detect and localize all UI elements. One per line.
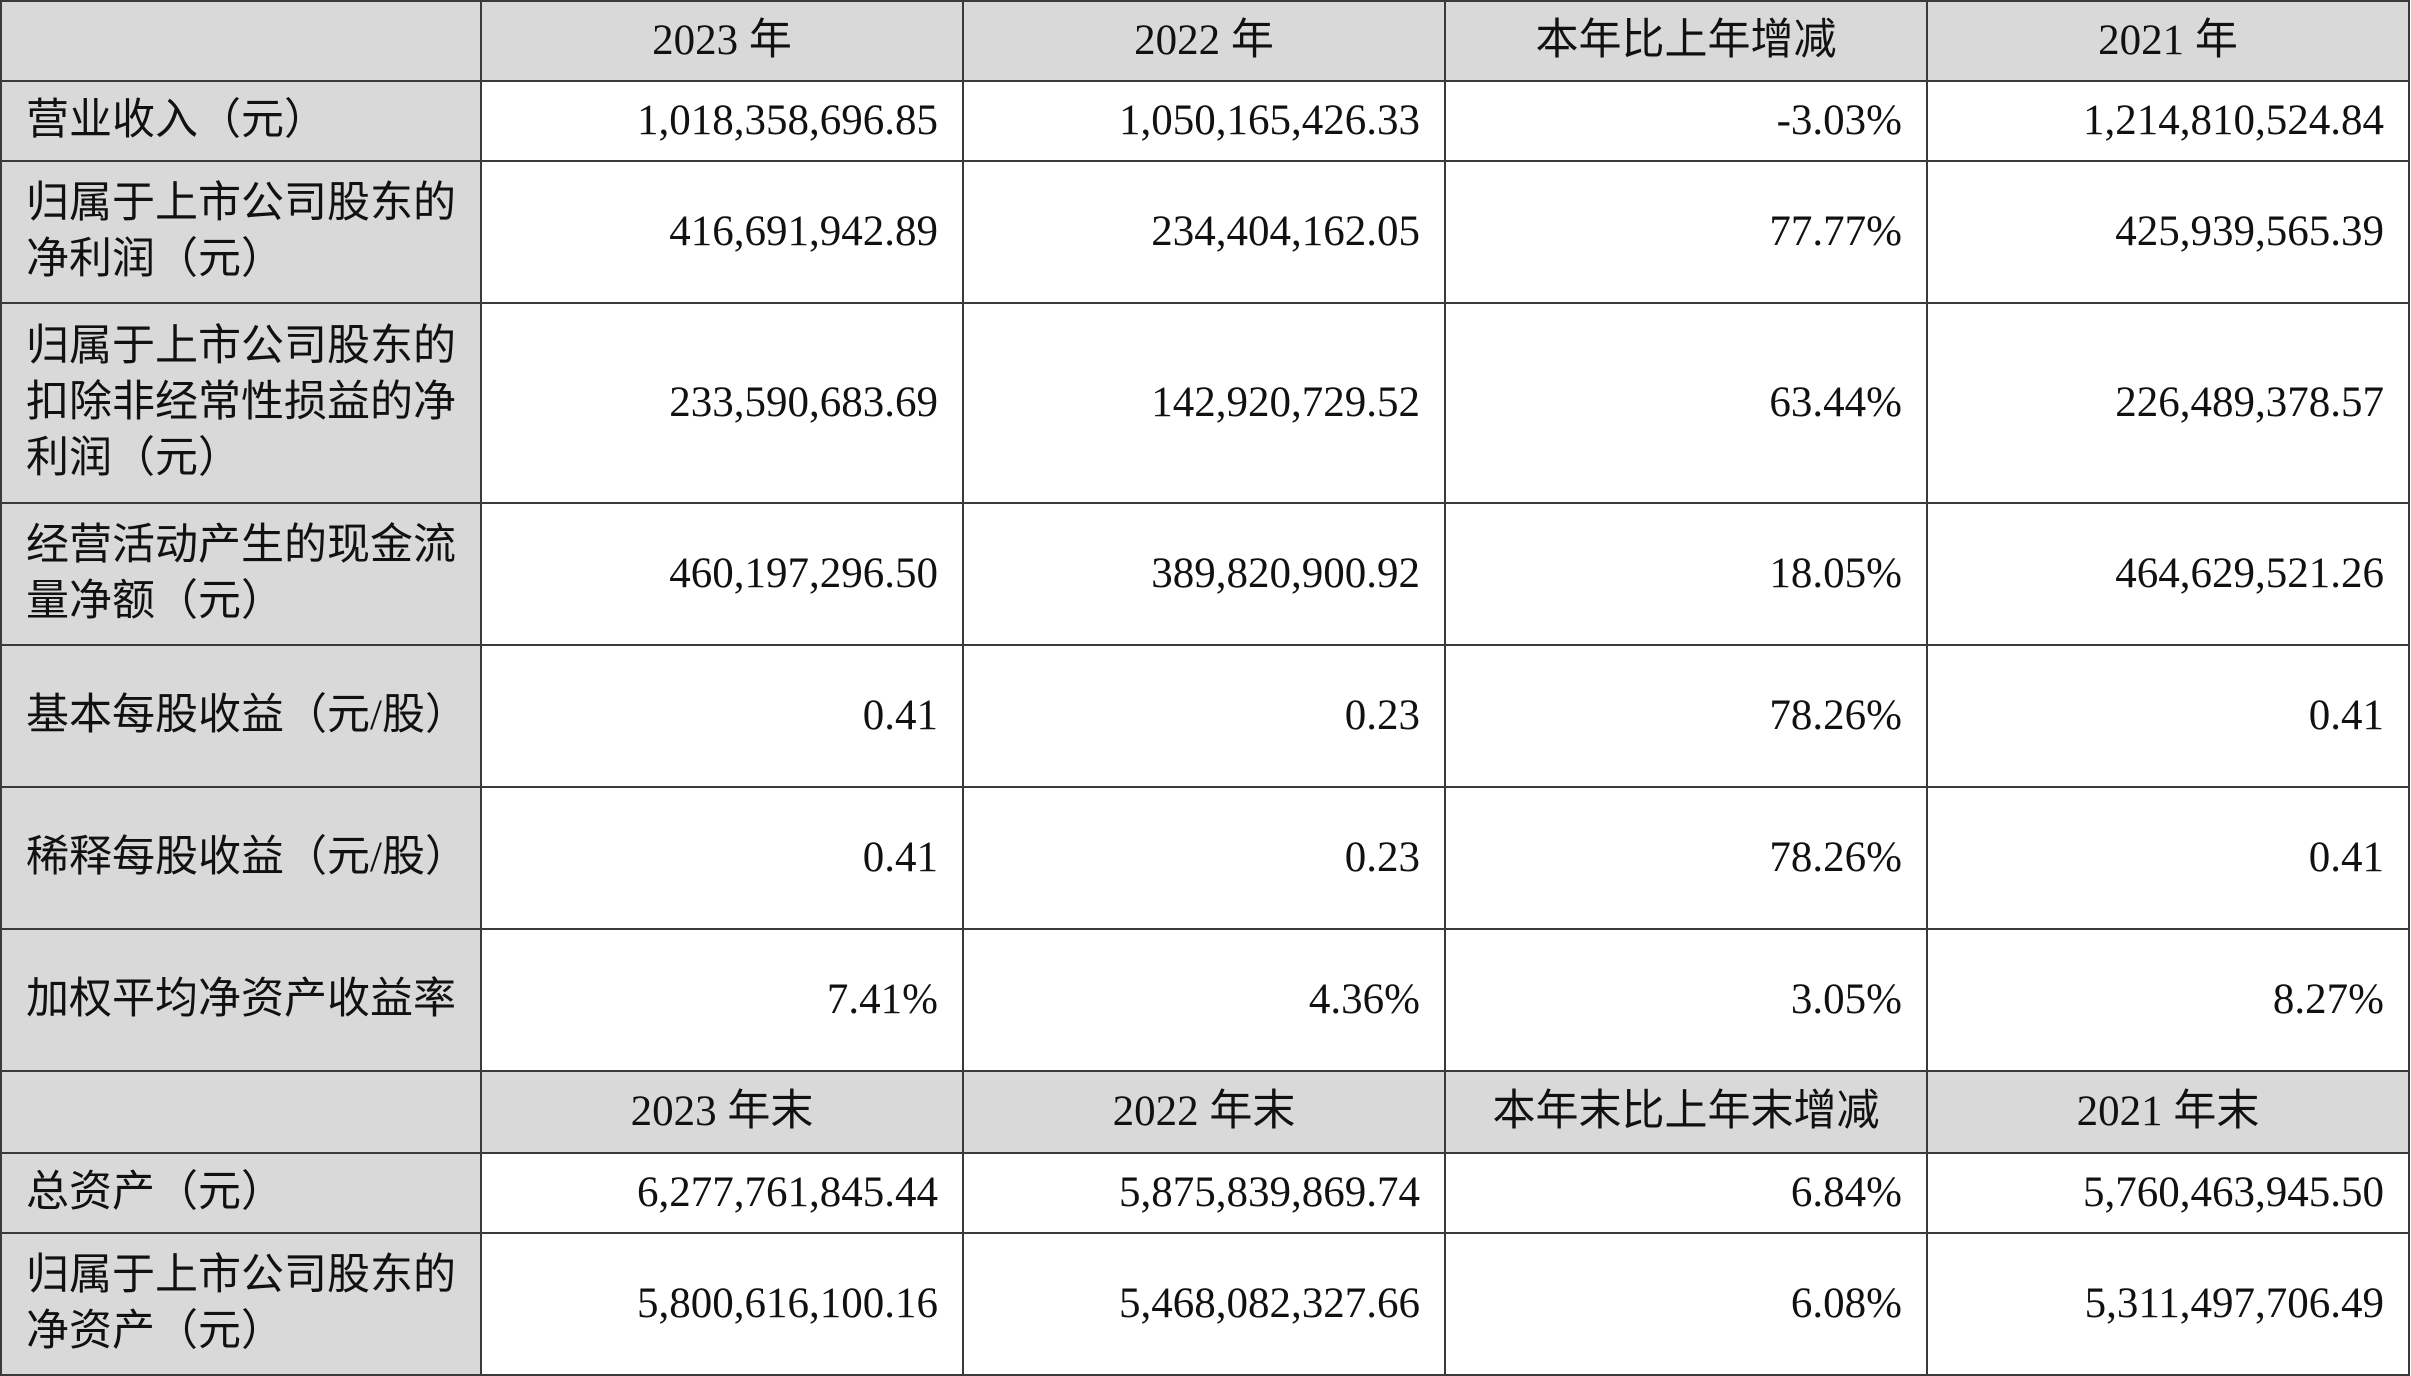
value-2022: 5,875,839,869.74 <box>962 1152 1446 1234</box>
value-change: 77.77% <box>1444 160 1928 304</box>
value-2021: 8.27% <box>1926 928 2410 1072</box>
header-cell-2022-end: 2022 年末 <box>962 1070 1446 1154</box>
value-2023: 0.41 <box>480 644 964 788</box>
value-2022: 5,468,082,327.66 <box>962 1232 1446 1376</box>
value-change: 18.05% <box>1444 502 1928 646</box>
value-2021: 0.41 <box>1926 644 2410 788</box>
value-2023: 460,197,296.50 <box>480 502 964 646</box>
header-cell-blank <box>0 0 482 82</box>
header-cell-2022: 2022 年 <box>962 0 1446 82</box>
table-row: 加权平均净资产收益率 7.41% 4.36% 3.05% 8.27% <box>0 928 2410 1072</box>
table-row: 归属于上市公司股东的净利润（元） 416,691,942.89 234,404,… <box>0 160 2410 304</box>
row-label: 经营活动产生的现金流量净额（元） <box>0 502 482 646</box>
table-header-row: 2023 年末 2022 年末 本年末比上年末增减 2021 年末 <box>0 1070 2410 1154</box>
value-2022: 4.36% <box>962 928 1446 1072</box>
header-cell-blank <box>0 1070 482 1154</box>
row-label: 总资产（元） <box>0 1152 482 1234</box>
table-row: 总资产（元） 6,277,761,845.44 5,875,839,869.74… <box>0 1152 2410 1234</box>
value-2021: 425,939,565.39 <box>1926 160 2410 304</box>
value-2022: 142,920,729.52 <box>962 302 1446 504</box>
row-label: 营业收入（元） <box>0 80 482 162</box>
value-2022: 0.23 <box>962 644 1446 788</box>
value-2023: 416,691,942.89 <box>480 160 964 304</box>
value-change: -3.03% <box>1444 80 1928 162</box>
header-cell-2023: 2023 年 <box>480 0 964 82</box>
value-2023: 5,800,616,100.16 <box>480 1232 964 1376</box>
value-2021: 0.41 <box>1926 786 2410 930</box>
row-label: 基本每股收益（元/股） <box>0 644 482 788</box>
value-2021: 1,214,810,524.84 <box>1926 80 2410 162</box>
header-cell-change-end: 本年末比上年末增减 <box>1444 1070 1928 1154</box>
table-row: 归属于上市公司股东的扣除非经常性损益的净利润（元） 233,590,683.69… <box>0 302 2410 504</box>
value-2021: 464,629,521.26 <box>1926 502 2410 646</box>
header-cell-2023-end: 2023 年末 <box>480 1070 964 1154</box>
row-label: 归属于上市公司股东的净资产（元） <box>0 1232 482 1376</box>
row-label: 加权平均净资产收益率 <box>0 928 482 1072</box>
header-cell-2021-end: 2021 年末 <box>1926 1070 2410 1154</box>
value-change: 63.44% <box>1444 302 1928 504</box>
value-2021: 5,760,463,945.50 <box>1926 1152 2410 1234</box>
table-row: 营业收入（元） 1,018,358,696.85 1,050,165,426.3… <box>0 80 2410 162</box>
value-change: 78.26% <box>1444 644 1928 788</box>
value-2022: 0.23 <box>962 786 1446 930</box>
table-row: 经营活动产生的现金流量净额（元） 460,197,296.50 389,820,… <box>0 502 2410 646</box>
value-change: 6.84% <box>1444 1152 1928 1234</box>
value-change: 3.05% <box>1444 928 1928 1072</box>
table-row: 归属于上市公司股东的净资产（元） 5,800,616,100.16 5,468,… <box>0 1232 2410 1376</box>
table-row: 稀释每股收益（元/股） 0.41 0.23 78.26% 0.41 <box>0 786 2410 930</box>
value-2022: 1,050,165,426.33 <box>962 80 1446 162</box>
value-2023: 0.41 <box>480 786 964 930</box>
header-cell-2021: 2021 年 <box>1926 0 2410 82</box>
header-cell-change: 本年比上年增减 <box>1444 0 1928 82</box>
row-label: 归属于上市公司股东的扣除非经常性损益的净利润（元） <box>0 302 482 504</box>
table-header-row: 2023 年 2022 年 本年比上年增减 2021 年 <box>0 0 2410 82</box>
value-2023: 1,018,358,696.85 <box>480 80 964 162</box>
value-2022: 389,820,900.92 <box>962 502 1446 646</box>
value-2021: 226,489,378.57 <box>1926 302 2410 504</box>
value-2021: 5,311,497,706.49 <box>1926 1232 2410 1376</box>
row-label: 稀释每股收益（元/股） <box>0 786 482 930</box>
value-2023: 6,277,761,845.44 <box>480 1152 964 1234</box>
value-change: 78.26% <box>1444 786 1928 930</box>
row-label: 归属于上市公司股东的净利润（元） <box>0 160 482 304</box>
value-2022: 234,404,162.05 <box>962 160 1446 304</box>
value-2023: 7.41% <box>480 928 964 1072</box>
value-2023: 233,590,683.69 <box>480 302 964 504</box>
value-change: 6.08% <box>1444 1232 1928 1376</box>
table-row: 基本每股收益（元/股） 0.41 0.23 78.26% 0.41 <box>0 644 2410 788</box>
